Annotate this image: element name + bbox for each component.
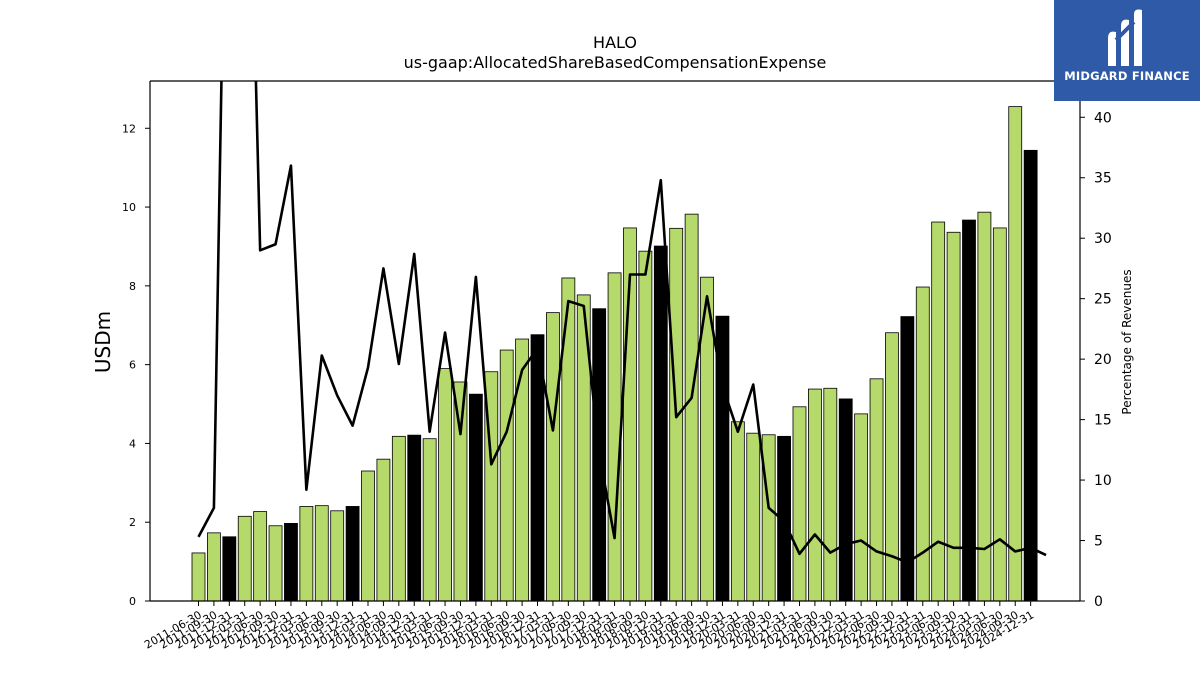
y2-tick-label: 5 <box>1094 534 1103 550</box>
bar-2014-03-31 <box>361 470 375 602</box>
bar-2015-03-31 <box>422 438 437 602</box>
percentage-line <box>197 81 1047 564</box>
bar-2015-12-31 <box>468 393 483 602</box>
y2-tick-label: 0 <box>1094 594 1103 610</box>
bar-2016-09-30 <box>515 338 530 602</box>
bar-2013-12-31 <box>345 506 360 602</box>
bar-2014-09-30 <box>391 435 406 602</box>
bar-2024-09-30 <box>1008 106 1023 602</box>
y2-tick-label: 20 <box>1094 352 1112 368</box>
bar-2021-06-30 <box>808 388 822 602</box>
y-tick-label: 6 <box>129 359 136 372</box>
bar-2021-03-31 <box>792 406 807 602</box>
bar-2011-09-30 <box>207 532 221 602</box>
bar-2014-06-30 <box>376 458 391 602</box>
bar-2018-09-30 <box>638 250 653 602</box>
bar-2020-03-31 <box>730 421 745 602</box>
bar-2022-03-31 <box>854 413 869 602</box>
bar-2013-06-30 <box>314 505 329 602</box>
y2-tick-label: 30 <box>1094 231 1112 247</box>
y-axis-label: USDm <box>91 311 115 373</box>
bar-2016-06-30 <box>499 349 514 602</box>
y2-tick-label: 15 <box>1094 413 1112 429</box>
chart-title: HALO <box>593 33 637 52</box>
bar-2022-09-30 <box>885 332 899 602</box>
bar-2018-03-31 <box>607 272 622 602</box>
bar-2020-09-30 <box>761 434 776 602</box>
y-tick-label: 2 <box>129 516 136 529</box>
bar-2015-06-30 <box>438 368 452 602</box>
y-tick-label: 12 <box>122 122 136 135</box>
bar-2024-06-30 <box>992 227 1007 602</box>
bar-2013-03-31 <box>299 506 314 602</box>
bar-2017-06-30 <box>561 277 576 602</box>
y-tick-label: 8 <box>129 280 136 293</box>
bar-2022-06-30 <box>869 378 884 602</box>
bar-2012-12-31 <box>284 522 298 602</box>
y2-tick-label: 10 <box>1094 473 1112 489</box>
bar-2011-12-31 <box>222 536 237 602</box>
bar-2013-09-30 <box>330 510 345 602</box>
right-axis-ticks: 0 5 10 15 20 25 30 35 40 <box>1080 110 1112 610</box>
bar-2017-03-31 <box>546 312 560 602</box>
x-axis-ticks: 2011-06-302011-09-302011-12-312012-03-31… <box>142 601 1036 652</box>
y2-tick-label: 35 <box>1094 171 1112 187</box>
y2-tick-label: 40 <box>1094 110 1112 126</box>
left-axis-ticks: 0 2 4 6 8 10 12 <box>122 122 150 608</box>
bar-2011-06-30 <box>191 552 206 602</box>
bar-2018-12-31 <box>653 245 668 602</box>
bar-2021-09-30 <box>823 387 838 602</box>
chart-subtitle: us-gaap:AllocatedShareBasedCompensationE… <box>403 53 827 72</box>
bar-2012-03-31 <box>237 515 252 602</box>
bar-2012-09-30 <box>268 525 283 602</box>
bar-2012-06-30 <box>253 511 268 602</box>
bar-2015-09-30 <box>453 381 468 602</box>
bar-2019-06-30 <box>684 213 699 602</box>
bar-2024-03-31 <box>977 211 992 602</box>
bar-2020-06-30 <box>746 432 761 602</box>
y2-tick-label: 25 <box>1094 292 1112 308</box>
logo-text: MIDGARD FINANCE <box>1064 69 1190 83</box>
y-tick-label: 0 <box>129 595 136 608</box>
y2-axis-label: Percentage of Revenues <box>1120 269 1134 414</box>
bar-2014-12-31 <box>407 434 422 602</box>
bar-2024-12-31 <box>1023 149 1038 602</box>
bar-2021-12-31 <box>838 398 853 602</box>
percentage-line-series <box>197 81 1047 564</box>
midgard-logo-icon <box>1108 9 1142 67</box>
y-tick-label: 4 <box>129 437 136 450</box>
bar-2023-12-31 <box>962 219 976 602</box>
brand-logo: MIDGARD FINANCE <box>1054 0 1200 101</box>
y-tick-label: 10 <box>122 201 136 214</box>
